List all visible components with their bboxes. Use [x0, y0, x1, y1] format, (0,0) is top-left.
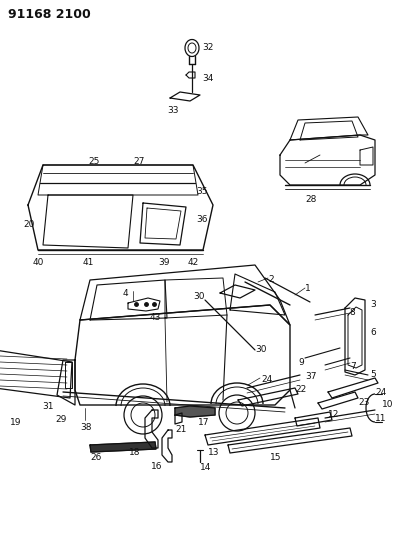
Text: 23: 23 — [358, 398, 369, 407]
Text: 2: 2 — [268, 275, 274, 284]
Text: 43: 43 — [150, 313, 161, 322]
Text: 27: 27 — [133, 157, 144, 166]
Text: 15: 15 — [270, 453, 282, 462]
Text: 11: 11 — [375, 414, 387, 423]
Text: 24: 24 — [375, 388, 386, 397]
Text: 42: 42 — [188, 258, 199, 267]
Text: 22: 22 — [295, 385, 306, 394]
Text: 6: 6 — [370, 328, 376, 337]
Text: 12: 12 — [328, 410, 340, 419]
Text: 20: 20 — [23, 220, 34, 229]
Text: 13: 13 — [208, 448, 219, 457]
Text: 14: 14 — [200, 463, 211, 472]
Text: 17: 17 — [198, 418, 209, 427]
Text: 40: 40 — [33, 258, 44, 267]
Text: 29: 29 — [55, 415, 66, 424]
Text: 16: 16 — [150, 462, 162, 471]
Text: 33: 33 — [167, 106, 178, 115]
Text: 5: 5 — [370, 370, 376, 379]
Polygon shape — [90, 442, 156, 452]
Text: 19: 19 — [10, 418, 22, 427]
Text: 21: 21 — [175, 425, 186, 434]
Text: 37: 37 — [305, 372, 316, 381]
Text: 38: 38 — [80, 423, 91, 432]
Text: 91168 2100: 91168 2100 — [8, 8, 91, 21]
Text: 35: 35 — [196, 187, 207, 196]
Text: 9: 9 — [298, 358, 304, 367]
Text: 39: 39 — [158, 258, 170, 267]
Text: 8: 8 — [349, 308, 355, 317]
Text: 24: 24 — [261, 375, 272, 384]
Text: 30: 30 — [193, 292, 205, 301]
Text: 3: 3 — [370, 300, 376, 309]
Text: 28: 28 — [305, 195, 316, 204]
Text: 32: 32 — [202, 43, 213, 52]
Text: 1: 1 — [305, 284, 311, 293]
Text: 10: 10 — [382, 400, 393, 409]
Text: 41: 41 — [83, 258, 95, 267]
Text: 25: 25 — [88, 157, 99, 166]
Text: 30: 30 — [255, 345, 267, 354]
Text: 34: 34 — [202, 74, 213, 83]
Text: 36: 36 — [196, 215, 207, 224]
Text: 18: 18 — [128, 448, 140, 457]
Polygon shape — [175, 406, 215, 417]
Text: 31: 31 — [42, 402, 53, 411]
Text: 4: 4 — [123, 289, 128, 298]
Text: 7: 7 — [350, 362, 356, 371]
Text: 26: 26 — [90, 453, 101, 462]
